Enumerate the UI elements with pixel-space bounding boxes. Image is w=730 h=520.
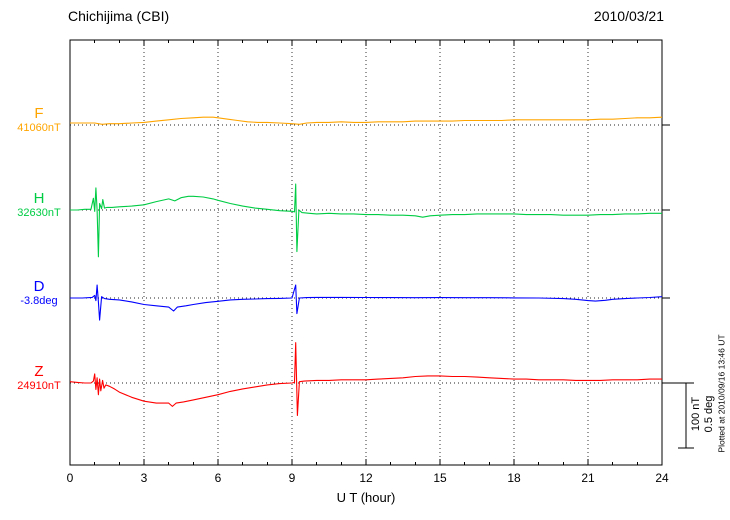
x-tick-label: 18 — [507, 471, 521, 485]
x-tick-label: 9 — [289, 471, 296, 485]
trace-name-H: H — [33, 190, 45, 207]
trace-baseline-Z: 24910nT — [17, 380, 61, 392]
observation-date: 2010/03/21 — [593, 8, 664, 24]
trace-name-D: D — [33, 278, 45, 295]
trace-H — [70, 183, 662, 258]
trace-Z — [69, 342, 662, 417]
trace-name-F: F — [34, 105, 44, 122]
scale-nt-label: 100 nT — [690, 396, 702, 432]
x-tick-label: 6 — [215, 471, 222, 485]
trace-name-Z: Z — [34, 363, 44, 380]
scale-deg-label: 0.5 deg — [703, 395, 715, 433]
x-tick-label: 24 — [655, 471, 669, 485]
plot-border — [69, 39, 663, 466]
trace-label-F: F 41060nT — [10, 106, 68, 135]
scale-bar-labels: 100 nT 0.5 deg — [690, 382, 716, 446]
x-axis-title: U T (hour) — [336, 490, 396, 505]
trace-baseline-D: -3.8deg — [20, 295, 58, 307]
trace-F — [70, 116, 663, 125]
trace-D — [70, 284, 663, 321]
trace-label-D: D -3.8deg — [10, 279, 68, 308]
x-tick-label: 3 — [141, 471, 148, 485]
x-tick-label: 12 — [359, 471, 373, 485]
station-title: Chichijima (CBI) — [68, 8, 170, 24]
x-tick-label: 21 — [581, 471, 595, 485]
trace-label-H: H 32630nT — [10, 191, 68, 220]
trace-label-Z: Z 24910nT — [10, 364, 68, 393]
plotted-at-note: Plotted at 2010/09/16 13:46 UT — [716, 334, 727, 453]
trace-baseline-H: 32630nT — [17, 207, 61, 219]
x-tick-label: 15 — [433, 471, 447, 485]
x-tick-label: 0 — [67, 471, 74, 485]
trace-baseline-F: 41060nT — [17, 122, 61, 134]
